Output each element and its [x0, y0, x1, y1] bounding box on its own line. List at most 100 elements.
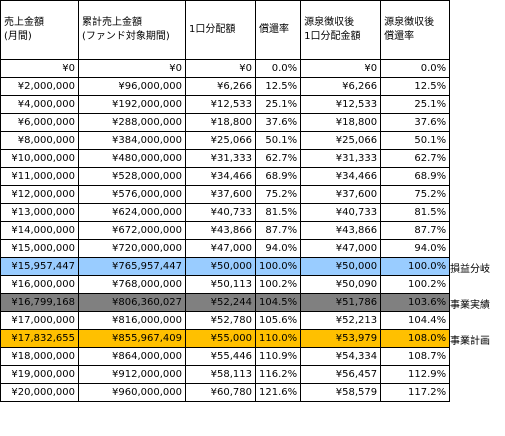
cell-after-tax-distribution: ¥58,579: [300, 383, 382, 402]
cell-cumulative-sales: ¥480,000,000: [78, 149, 186, 168]
table-row: ¥20,000,000 ¥960,000,000 ¥60,780 121.6% ¥58,…: [0, 383, 451, 402]
cell-monthly-sales: ¥0: [0, 59, 79, 78]
cell-cumulative-sales: ¥720,000,000: [78, 239, 186, 258]
table-row: ¥17,832,655 ¥855,967,409 ¥55,000 110.0% ¥53,…: [0, 329, 451, 348]
cell-monthly-sales: ¥10,000,000: [0, 149, 79, 168]
cell-after-tax-redemption-rate: 62.7%: [380, 149, 451, 168]
table-row: ¥12,000,000 ¥576,000,000 ¥37,600 75.2% ¥37,6…: [0, 185, 451, 204]
cell-distribution-per-unit: ¥47,000: [185, 239, 256, 258]
table-row: ¥10,000,000 ¥480,000,000 ¥31,333 62.7% ¥31,3…: [0, 149, 451, 168]
cell-after-tax-redemption-rate: 0.0%: [380, 59, 451, 78]
cell-monthly-sales: ¥15,957,447: [0, 257, 79, 276]
cell-distribution-per-unit: ¥52,780: [185, 311, 256, 330]
table-row: ¥0 ¥0 ¥0 0.0% ¥0 0.0%: [0, 59, 451, 78]
cell-monthly-sales: ¥2,000,000: [0, 77, 79, 96]
cell-distribution-per-unit: ¥37,600: [185, 185, 256, 204]
cell-distribution-per-unit: ¥31,333: [185, 149, 256, 168]
cell-after-tax-redemption-rate: 117.2%: [380, 383, 451, 402]
cell-monthly-sales: ¥20,000,000: [0, 383, 79, 402]
cell-distribution-per-unit: ¥55,446: [185, 347, 256, 366]
table-row: ¥16,799,168 ¥806,360,027 ¥52,244 104.5% ¥51,…: [0, 293, 451, 312]
cell-redemption-rate: 110.9%: [254, 347, 302, 366]
cell-redemption-rate: 25.1%: [254, 95, 302, 114]
table-row: ¥11,000,000 ¥528,000,000 ¥34,466 68.9% ¥34,4…: [0, 167, 451, 186]
cell-after-tax-redemption-rate: 100.2%: [380, 275, 451, 294]
cell-monthly-sales: ¥16,000,000: [0, 275, 79, 294]
cell-after-tax-redemption-rate: 68.9%: [380, 167, 451, 186]
cell-distribution-per-unit: ¥58,113: [185, 365, 256, 384]
cell-after-tax-distribution: ¥6,266: [300, 77, 382, 96]
cell-after-tax-distribution: ¥31,333: [300, 149, 382, 168]
cell-cumulative-sales: ¥576,000,000: [78, 185, 186, 204]
cell-redemption-rate: 110.0%: [254, 329, 302, 348]
cell-after-tax-distribution: ¥50,000: [300, 257, 382, 276]
cell-cumulative-sales: ¥96,000,000: [78, 77, 186, 96]
cell-redemption-rate: 62.7%: [254, 149, 302, 168]
cell-distribution-per-unit: ¥55,000: [185, 329, 256, 348]
cell-cumulative-sales: ¥912,000,000: [78, 365, 186, 384]
cell-distribution-per-unit: ¥50,113: [185, 275, 256, 294]
cell-after-tax-redemption-rate: 87.7%: [380, 221, 451, 240]
cell-redemption-rate: 75.2%: [254, 185, 302, 204]
cell-distribution-per-unit: ¥34,466: [185, 167, 256, 186]
cell-after-tax-redemption-rate: 112.9%: [380, 365, 451, 384]
cell-cumulative-sales: ¥0: [78, 59, 186, 78]
cell-monthly-sales: ¥17,832,655: [0, 329, 79, 348]
cell-after-tax-distribution: ¥56,457: [300, 365, 382, 384]
table-row: ¥15,957,447 ¥765,957,447 ¥50,000 100.0% ¥50,…: [0, 257, 451, 276]
cell-monthly-sales: ¥17,000,000: [0, 311, 79, 330]
table-row: ¥14,000,000 ¥672,000,000 ¥43,866 87.7% ¥43,8…: [0, 221, 451, 240]
cell-after-tax-distribution: ¥54,334: [300, 347, 382, 366]
cell-redemption-rate: 87.7%: [254, 221, 302, 240]
cell-distribution-per-unit: ¥0: [185, 59, 256, 78]
cell-after-tax-distribution: ¥34,466: [300, 167, 382, 186]
cell-cumulative-sales: ¥288,000,000: [78, 113, 186, 132]
cell-distribution-per-unit: ¥50,000: [185, 257, 256, 276]
cell-after-tax-redemption-rate: 81.5%: [380, 203, 451, 222]
cell-after-tax-distribution: ¥12,533: [300, 95, 382, 114]
spreadsheet: 売上金額 (月間) 累計売上金額 (ファンド対象期間) 1口分配額 償還率 源泉徴収…: [0, 0, 490, 402]
cell-monthly-sales: ¥6,000,000: [0, 113, 79, 132]
cell-distribution-per-unit: ¥52,244: [185, 293, 256, 312]
cell-cumulative-sales: ¥816,000,000: [78, 311, 186, 330]
cell-distribution-per-unit: ¥18,800: [185, 113, 256, 132]
table-row: ¥15,000,000 ¥720,000,000 ¥47,000 94.0% ¥47,0…: [0, 239, 451, 258]
cell-after-tax-redemption-rate: 94.0%: [380, 239, 451, 258]
cell-after-tax-redemption-rate: 104.4%: [380, 311, 451, 330]
cell-monthly-sales: ¥18,000,000: [0, 347, 79, 366]
header-redemption-rate: 償還率: [254, 0, 302, 60]
cell-monthly-sales: ¥13,000,000: [0, 203, 79, 222]
cell-redemption-rate: 100.2%: [254, 275, 302, 294]
cell-cumulative-sales: ¥528,000,000: [78, 167, 186, 186]
cell-after-tax-redemption-rate: 50.1%: [380, 131, 451, 150]
cell-cumulative-sales: ¥864,000,000: [78, 347, 186, 366]
cell-cumulative-sales: ¥672,000,000: [78, 221, 186, 240]
row-annotation-label: 事業実績: [450, 300, 490, 311]
distribution-table: 売上金額 (月間) 累計売上金額 (ファンド対象期間) 1口分配額 償還率 源泉徴収…: [0, 0, 451, 402]
cell-cumulative-sales: ¥384,000,000: [78, 131, 186, 150]
table-row: ¥16,000,000 ¥768,000,000 ¥50,113 100.2% ¥50,…: [0, 275, 451, 294]
cell-cumulative-sales: ¥768,000,000: [78, 275, 186, 294]
table-row: ¥4,000,000 ¥192,000,000 ¥12,533 25.1% ¥12,53…: [0, 95, 451, 114]
cell-distribution-per-unit: ¥6,266: [185, 77, 256, 96]
cell-monthly-sales: ¥11,000,000: [0, 167, 79, 186]
cell-after-tax-distribution: ¥47,000: [300, 239, 382, 258]
header-distribution-per-unit: 1口分配額: [185, 0, 256, 60]
cell-monthly-sales: ¥15,000,000: [0, 239, 79, 258]
cell-redemption-rate: 50.1%: [254, 131, 302, 150]
cell-after-tax-redemption-rate: 25.1%: [380, 95, 451, 114]
cell-after-tax-distribution: ¥40,733: [300, 203, 382, 222]
cell-distribution-per-unit: ¥43,866: [185, 221, 256, 240]
cell-cumulative-sales: ¥624,000,000: [78, 203, 186, 222]
table-row: ¥19,000,000 ¥912,000,000 ¥58,113 116.2% ¥56,…: [0, 365, 451, 384]
cell-cumulative-sales: ¥855,967,409: [78, 329, 186, 348]
table-row: ¥8,000,000 ¥384,000,000 ¥25,066 50.1% ¥25,06…: [0, 131, 451, 150]
header-row: 売上金額 (月間) 累計売上金額 (ファンド対象期間) 1口分配額 償還率 源泉徴収…: [0, 0, 451, 60]
cell-after-tax-redemption-rate: 108.0%: [380, 329, 451, 348]
cell-monthly-sales: ¥4,000,000: [0, 95, 79, 114]
cell-cumulative-sales: ¥806,360,027: [78, 293, 186, 312]
cell-after-tax-distribution: ¥52,213: [300, 311, 382, 330]
cell-monthly-sales: ¥8,000,000: [0, 131, 79, 150]
cell-redemption-rate: 37.6%: [254, 113, 302, 132]
cell-redemption-rate: 105.6%: [254, 311, 302, 330]
